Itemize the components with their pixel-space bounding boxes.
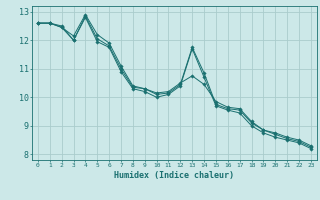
X-axis label: Humidex (Indice chaleur): Humidex (Indice chaleur): [115, 171, 234, 180]
